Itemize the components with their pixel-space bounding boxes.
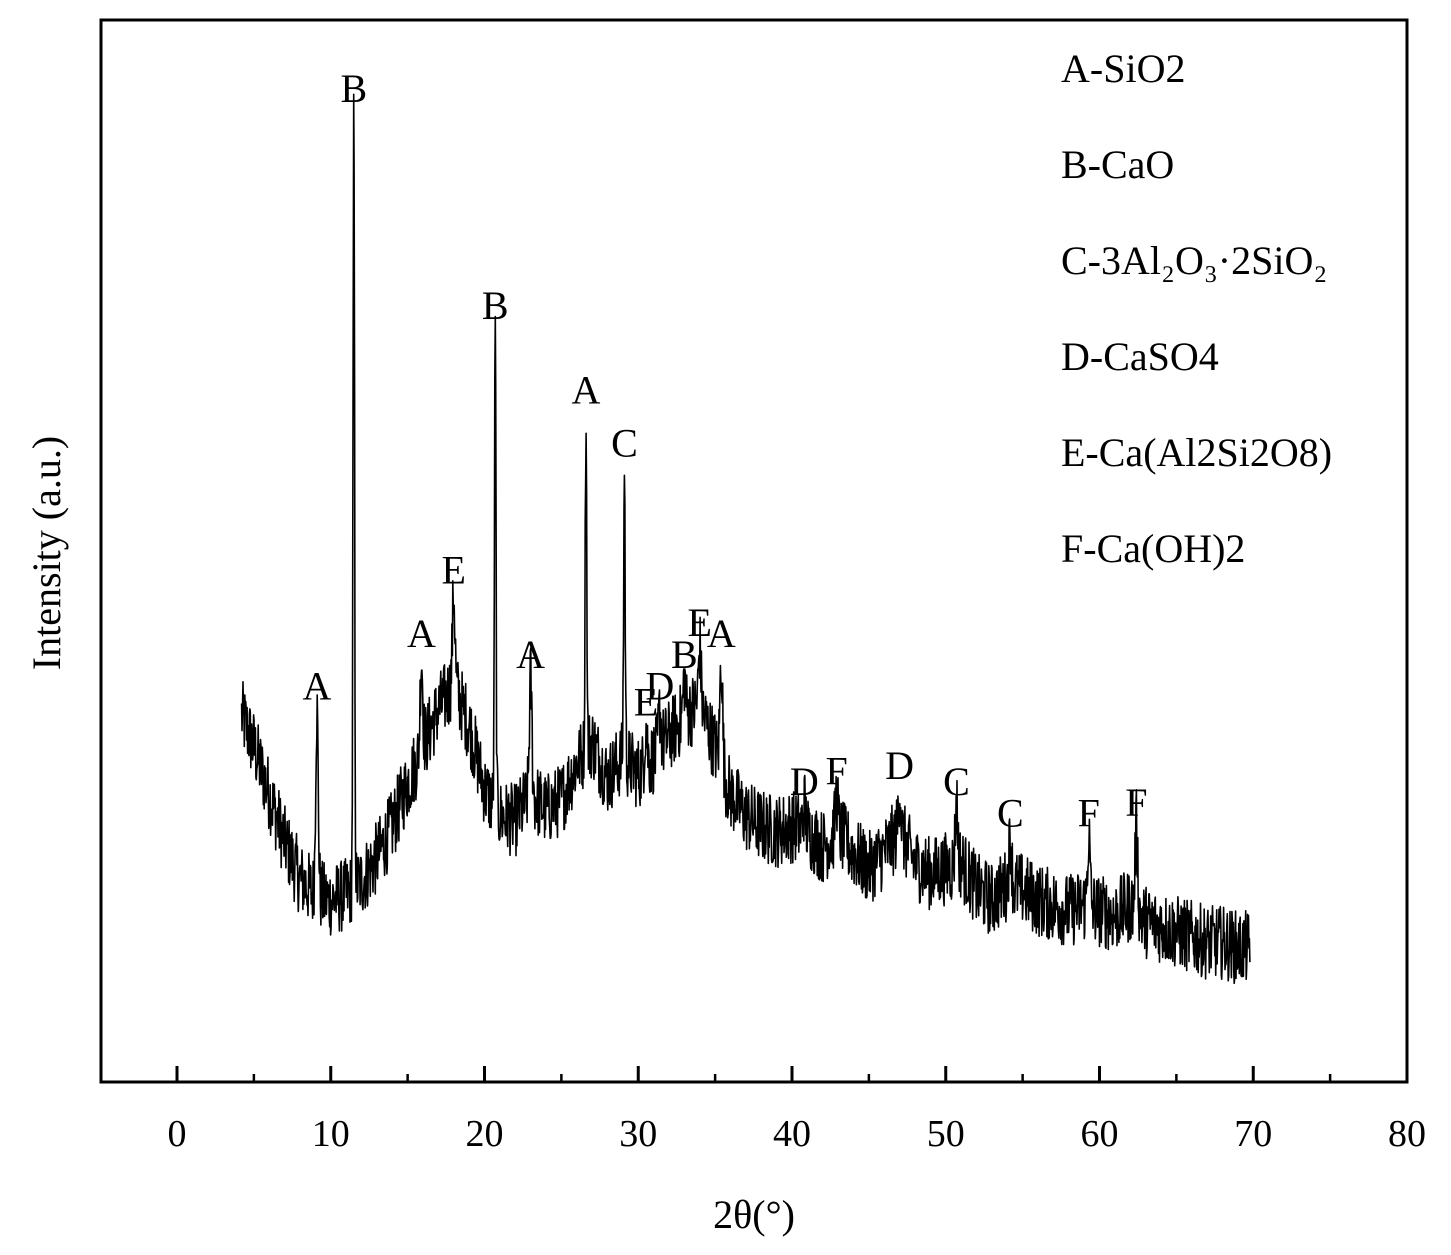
- peak-label-a: A: [572, 367, 601, 412]
- x-tick-label: 60: [1081, 1113, 1119, 1155]
- legend-entry: F-Ca(OH)2: [1061, 526, 1245, 571]
- x-tick-label: 30: [619, 1113, 657, 1155]
- y-axis-title: Intensity (a.u.): [24, 436, 69, 670]
- xrd-pattern-series: [240, 93, 1251, 985]
- legend: A-SiO2 B-CaO C-3Al₂O₃·2SiO₂ D-CaSO4 E-Ca(Al2…: [1061, 46, 1332, 571]
- peak-label-e: E: [442, 547, 466, 592]
- peak-label-e: E: [634, 680, 658, 725]
- plot-frame: [99, 18, 1409, 1084]
- peak-label-f: F: [825, 748, 847, 793]
- peak-label-a: A: [302, 664, 331, 709]
- peak-label-f: F: [1125, 780, 1147, 825]
- peak-label-c: C: [611, 420, 638, 465]
- peak-label-e: E: [688, 600, 712, 645]
- x-tick-label: 40: [773, 1113, 811, 1155]
- peak-label-d: D: [645, 664, 674, 709]
- x-tick-label: 10: [312, 1113, 350, 1155]
- x-axis-title: 2θ(°): [713, 1192, 795, 1237]
- x-tick-label: 70: [1234, 1113, 1272, 1155]
- peak-label-a: A: [407, 611, 436, 656]
- legend-entry: A-SiO2: [1061, 46, 1185, 91]
- peak-label-c: C: [943, 759, 970, 804]
- legend-entry: C-3Al₂O₃·2SiO₂: [1061, 238, 1327, 283]
- legend-entry: E-Ca(Al2Si2O8): [1061, 430, 1332, 475]
- x-tick-label: 50: [927, 1113, 965, 1155]
- x-tick-label: 20: [466, 1113, 504, 1155]
- peak-label-d: D: [885, 743, 914, 788]
- peak-label-d: D: [790, 759, 819, 804]
- x-tick-label: 80: [1388, 1113, 1426, 1155]
- peak-label-b: B: [671, 632, 698, 677]
- xrd-trace: [240, 93, 1251, 985]
- peak-label-a: A: [707, 611, 736, 656]
- legend-entry: B-CaO: [1061, 142, 1174, 187]
- legend-entry: D-CaSO4: [1061, 334, 1219, 379]
- peak-label-a: A: [516, 632, 545, 677]
- peak-label-f: F: [1078, 791, 1100, 836]
- peak-label-c: C: [997, 791, 1024, 836]
- peak-label-b: B: [482, 283, 509, 328]
- peak-label-b: B: [340, 66, 367, 111]
- x-axis-ticks: 0 10 20 30 40 50 60 70 80: [168, 1066, 1426, 1155]
- x-tick-label: 0: [168, 1113, 187, 1155]
